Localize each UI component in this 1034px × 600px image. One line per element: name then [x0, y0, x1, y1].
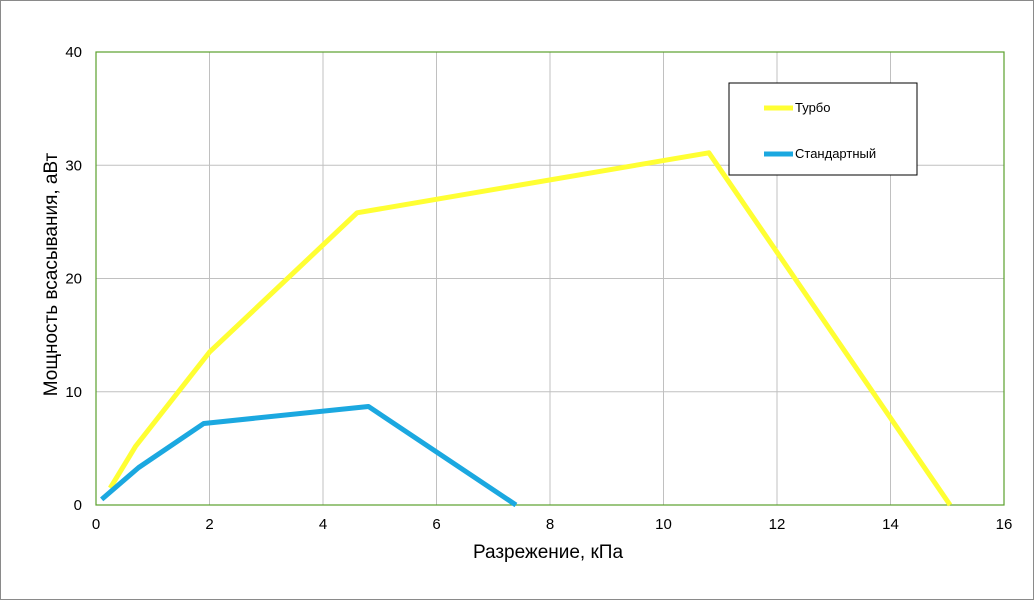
x-tick-label: 16 — [996, 516, 1013, 533]
x-axis-title: Разрежение, кПа — [473, 542, 624, 563]
legend-label-turbo: Турбо — [795, 100, 830, 115]
x-tick-label: 0 — [92, 516, 100, 533]
y-tick-label: 40 — [65, 44, 82, 61]
y-tick-label: 10 — [65, 384, 82, 401]
series-line-1 — [100, 403, 518, 508]
plot-area-border — [95, 51, 1005, 506]
x-tick-label: 8 — [546, 516, 554, 533]
x-tick-label: 2 — [205, 516, 213, 533]
series-layer — [100, 150, 953, 508]
y-tick-label: 20 — [65, 271, 82, 288]
x-tick-label: 10 — [655, 516, 672, 533]
y-axis-title: Мощность всасывания, аВт — [41, 152, 62, 396]
x-tick-label: 12 — [769, 516, 786, 533]
legend: Турбо Стандартный — [728, 82, 918, 176]
y-tick-label: 30 — [65, 157, 82, 174]
y-tick-label: 0 — [74, 497, 82, 514]
legend-label-standard: Стандартный — [795, 146, 876, 161]
legend-box — [728, 82, 918, 176]
x-tick-label: 4 — [319, 516, 327, 533]
x-tick-label: 6 — [432, 516, 440, 533]
series-line-0 — [108, 150, 953, 507]
tick-layer: 0 2 4 6 8 10 12 14 16 0 10 20 30 40 — [65, 44, 1012, 533]
x-tick-label: 14 — [882, 516, 899, 533]
